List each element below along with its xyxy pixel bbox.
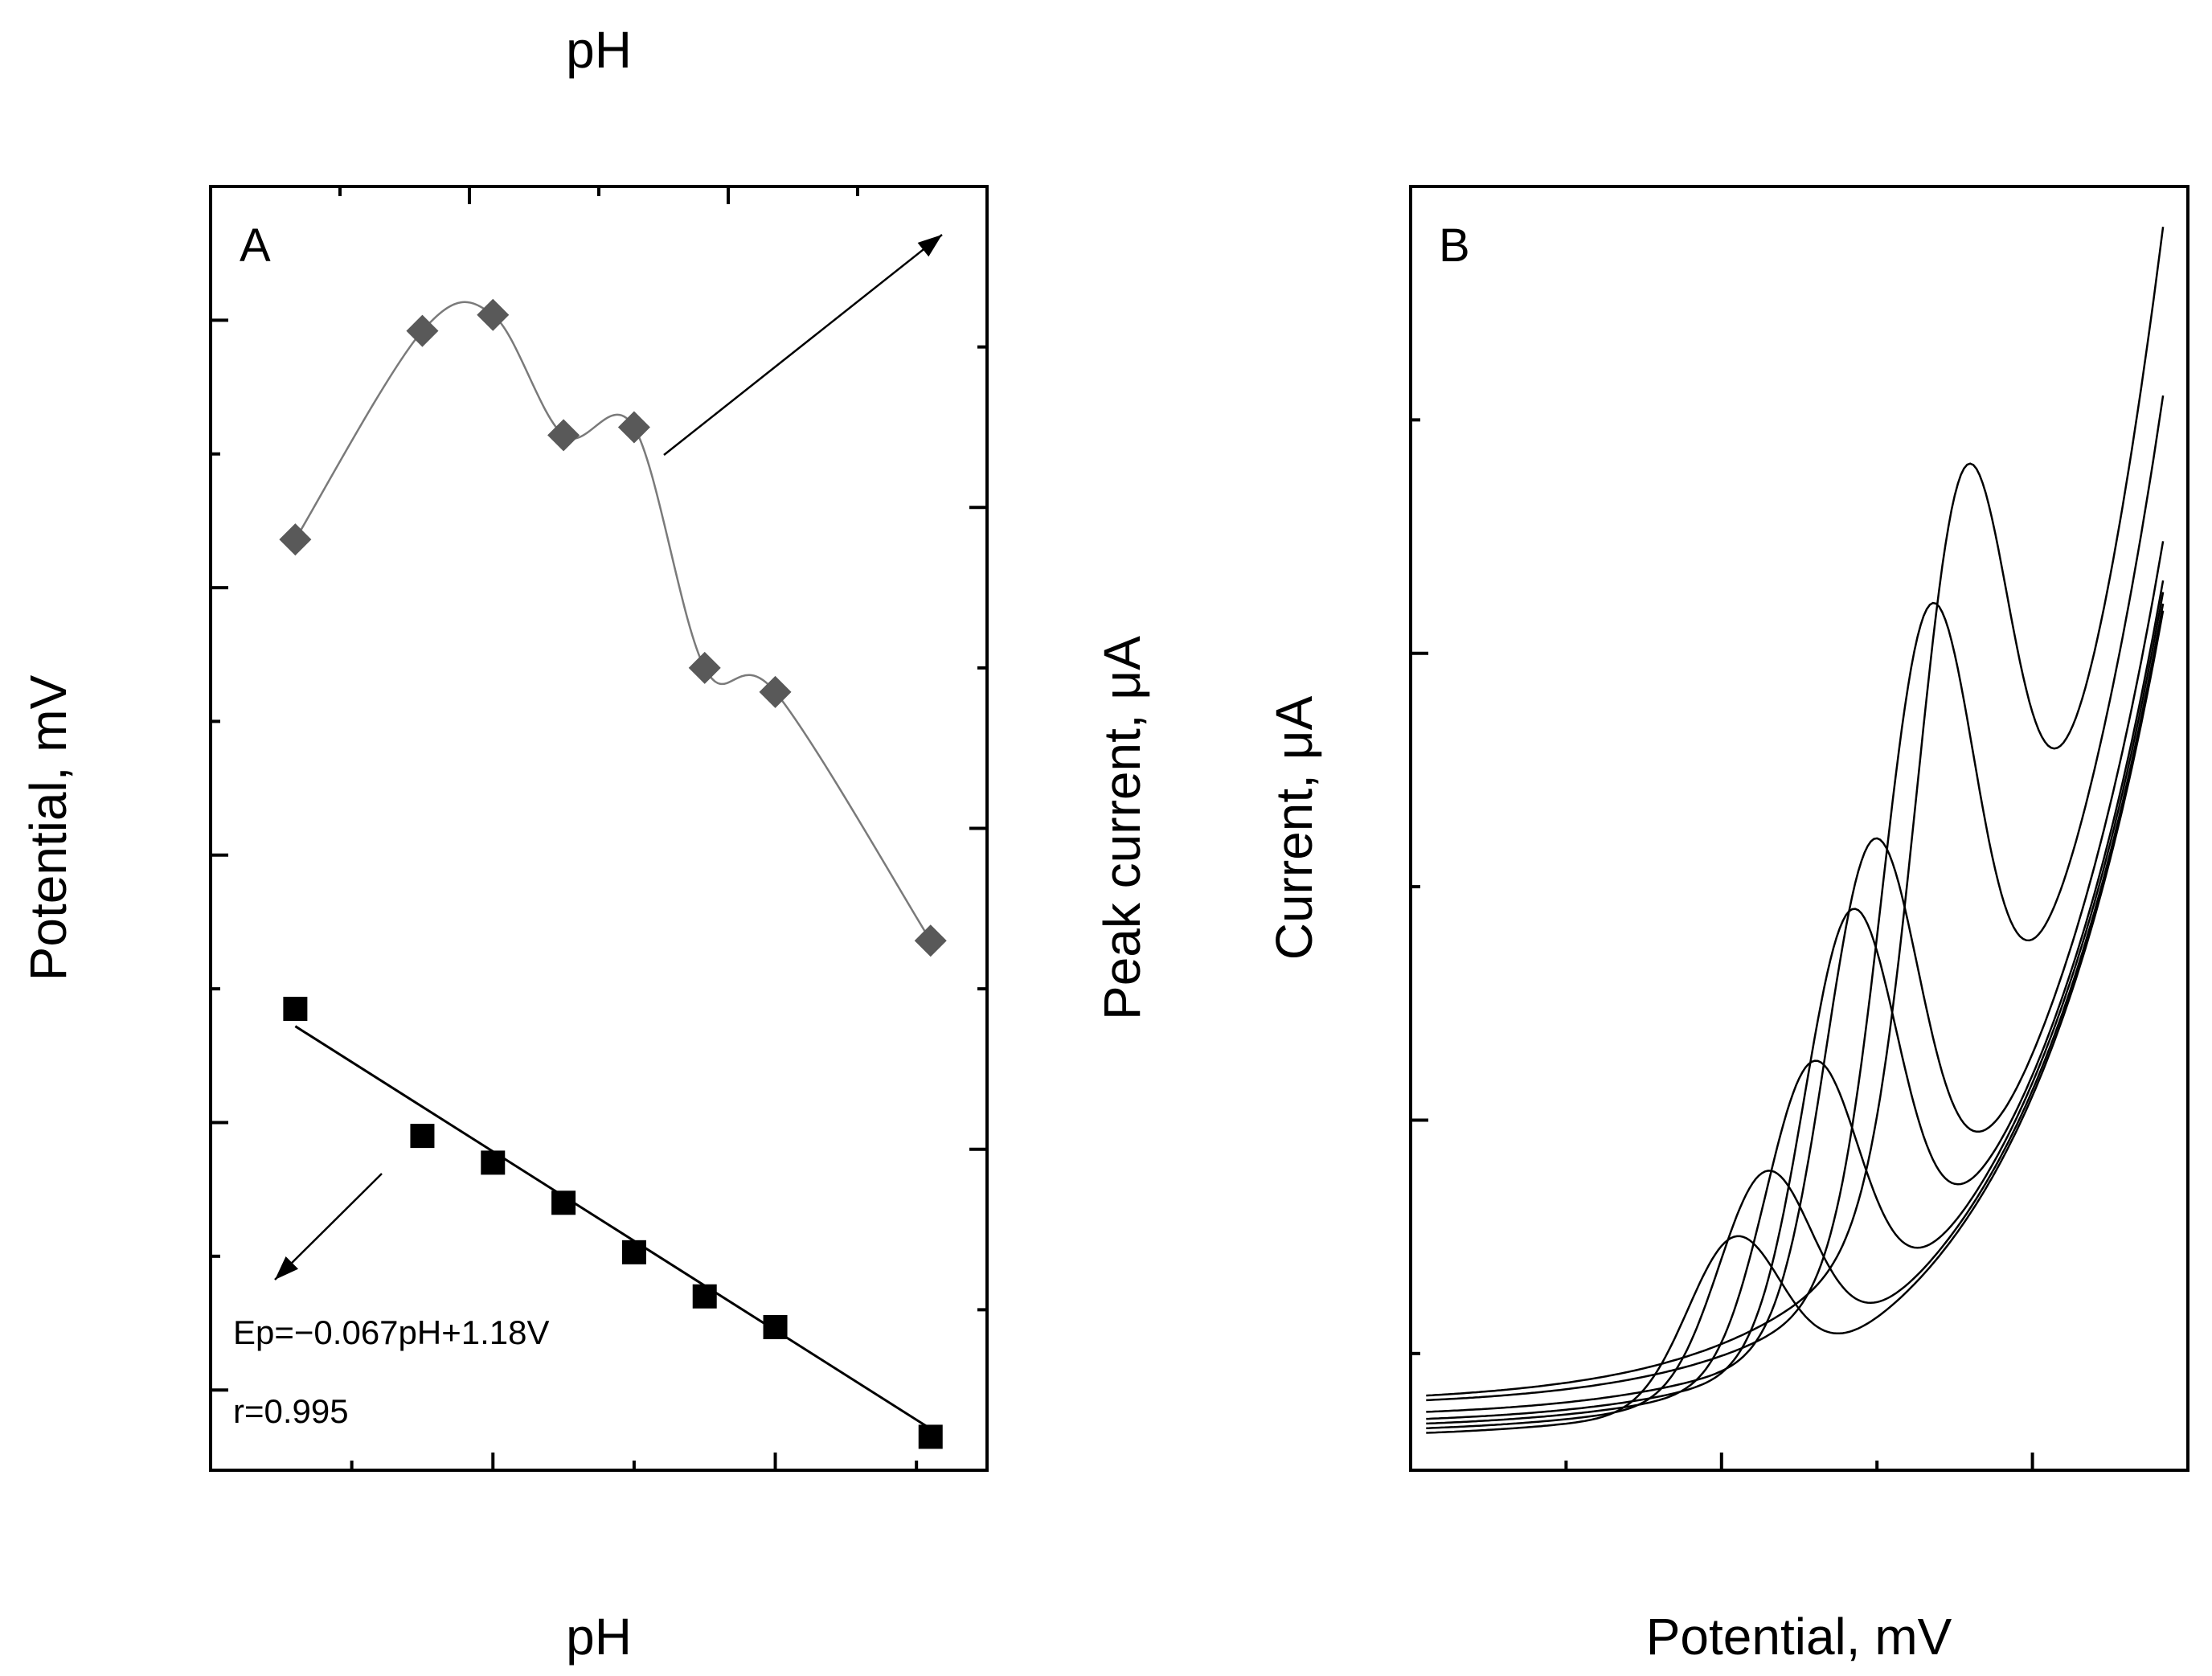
peak-current-curve <box>294 301 932 941</box>
right-axis-arrow-head <box>917 235 942 257</box>
voltammogram-curve <box>1426 227 2165 1397</box>
panel-a-axes <box>209 185 989 1472</box>
left-axis-arrow-head <box>275 1256 299 1280</box>
panel-a-right-axis-title: Peak current, μA <box>1093 636 1151 1020</box>
peak-current-point <box>688 651 721 684</box>
voltammogram-curve <box>1426 610 2165 1434</box>
panel-b-y-axis-title: Current, μA <box>1265 695 1323 960</box>
peak-current-point <box>547 419 580 452</box>
potential-point <box>283 997 308 1022</box>
panel-a-plot-frame <box>209 185 989 1472</box>
panel-a-label: A <box>240 219 271 272</box>
peak-current-point <box>406 314 439 347</box>
panel-a-chart: A pH pH Potential, mV Peak current, μA E… <box>19 21 1151 1666</box>
panel-b-plot-frame <box>1409 185 2189 1472</box>
potential-point <box>692 1284 717 1309</box>
potential-point <box>621 1240 646 1264</box>
voltammogram-curve <box>1426 395 2165 1402</box>
panel-b-data <box>1426 227 2165 1434</box>
left-axis-arrow <box>274 1173 383 1281</box>
panel-b-label: B <box>1439 219 1470 272</box>
panel-a-top-axis-title: pH <box>566 21 632 79</box>
peak-current-point <box>279 523 312 556</box>
panel-b-x-axis-title: Potential, mV <box>1646 1608 1952 1666</box>
potential-point <box>551 1190 576 1215</box>
panel-b-axes <box>1409 185 2034 1470</box>
peak-current-point <box>914 924 947 957</box>
regression-equation: Ep=−0.067pH+1.18V <box>233 1313 550 1351</box>
voltammogram-curve <box>1426 541 2165 1413</box>
panel-a-x-axis-title: pH <box>566 1608 632 1666</box>
correlation-coefficient: r=0.995 <box>233 1392 349 1430</box>
voltammogram-curve <box>1426 603 2165 1429</box>
peak-current-point <box>617 411 650 444</box>
panel-b-chart: B Potential, mV Current, μA <box>1265 185 2189 1666</box>
peak-current-point <box>759 675 792 708</box>
panel-a-y-axis-title: Potential, mV <box>19 674 77 981</box>
voltammogram-curve <box>1426 580 2165 1420</box>
potential-point <box>481 1150 506 1175</box>
potential-fit-line <box>294 1025 932 1430</box>
potential-point <box>410 1124 435 1149</box>
potential-point <box>918 1424 943 1449</box>
right-axis-arrow <box>663 234 943 456</box>
potential-point <box>763 1315 788 1340</box>
peak-current-point <box>477 298 510 331</box>
panel-a-data <box>274 234 947 1449</box>
voltammogram-curve <box>1426 592 2165 1425</box>
